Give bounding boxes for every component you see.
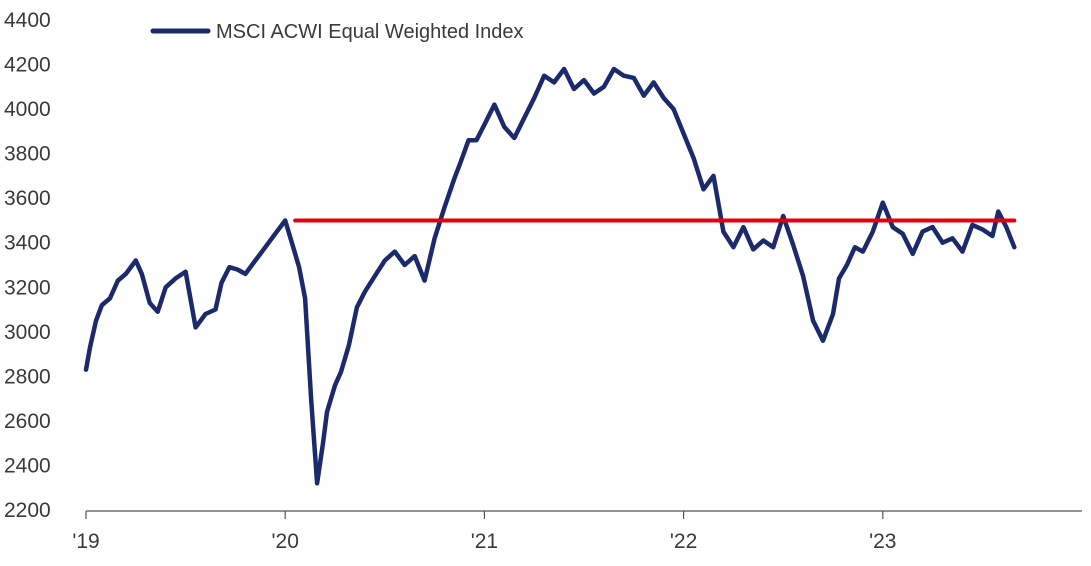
y-tick-label: 3000: [4, 321, 51, 344]
x-tick-label: '20: [272, 530, 299, 553]
y-axis-ticks: 2200 2400 2600 2800 3000 3200 3400 3600 3800 4000…: [4, 9, 51, 522]
y-tick-label: 2600: [4, 410, 51, 433]
x-tick-label: '21: [471, 530, 498, 553]
x-tick-label: '23: [869, 530, 896, 553]
series-layer: [83, 66, 1017, 486]
y-tick-label: 3200: [4, 276, 51, 299]
x-axis-ticks: '19 '20 '21 '22 '23: [72, 511, 896, 553]
y-tick-label: 2400: [4, 454, 51, 477]
y-tick-label: 4200: [4, 54, 51, 77]
legend: MSCI ACWI Equal Weighted Index: [150, 21, 524, 43]
y-tick-label: 3800: [4, 143, 51, 166]
y-tick-label: 2200: [4, 499, 51, 522]
y-tick-label: 2800: [4, 365, 51, 388]
y-tick-label: 3400: [4, 232, 51, 255]
x-tick-label: '22: [670, 530, 697, 553]
y-tick-label: 4000: [4, 98, 51, 121]
y-tick-label: 3600: [4, 187, 51, 210]
x-tick-label: '19: [72, 530, 99, 553]
y-tick-label: 4400: [4, 9, 51, 32]
legend-label-msci-acwi: MSCI ACWI Equal Weighted Index: [216, 21, 524, 43]
series-line-msci-acwi: [83, 66, 1017, 486]
